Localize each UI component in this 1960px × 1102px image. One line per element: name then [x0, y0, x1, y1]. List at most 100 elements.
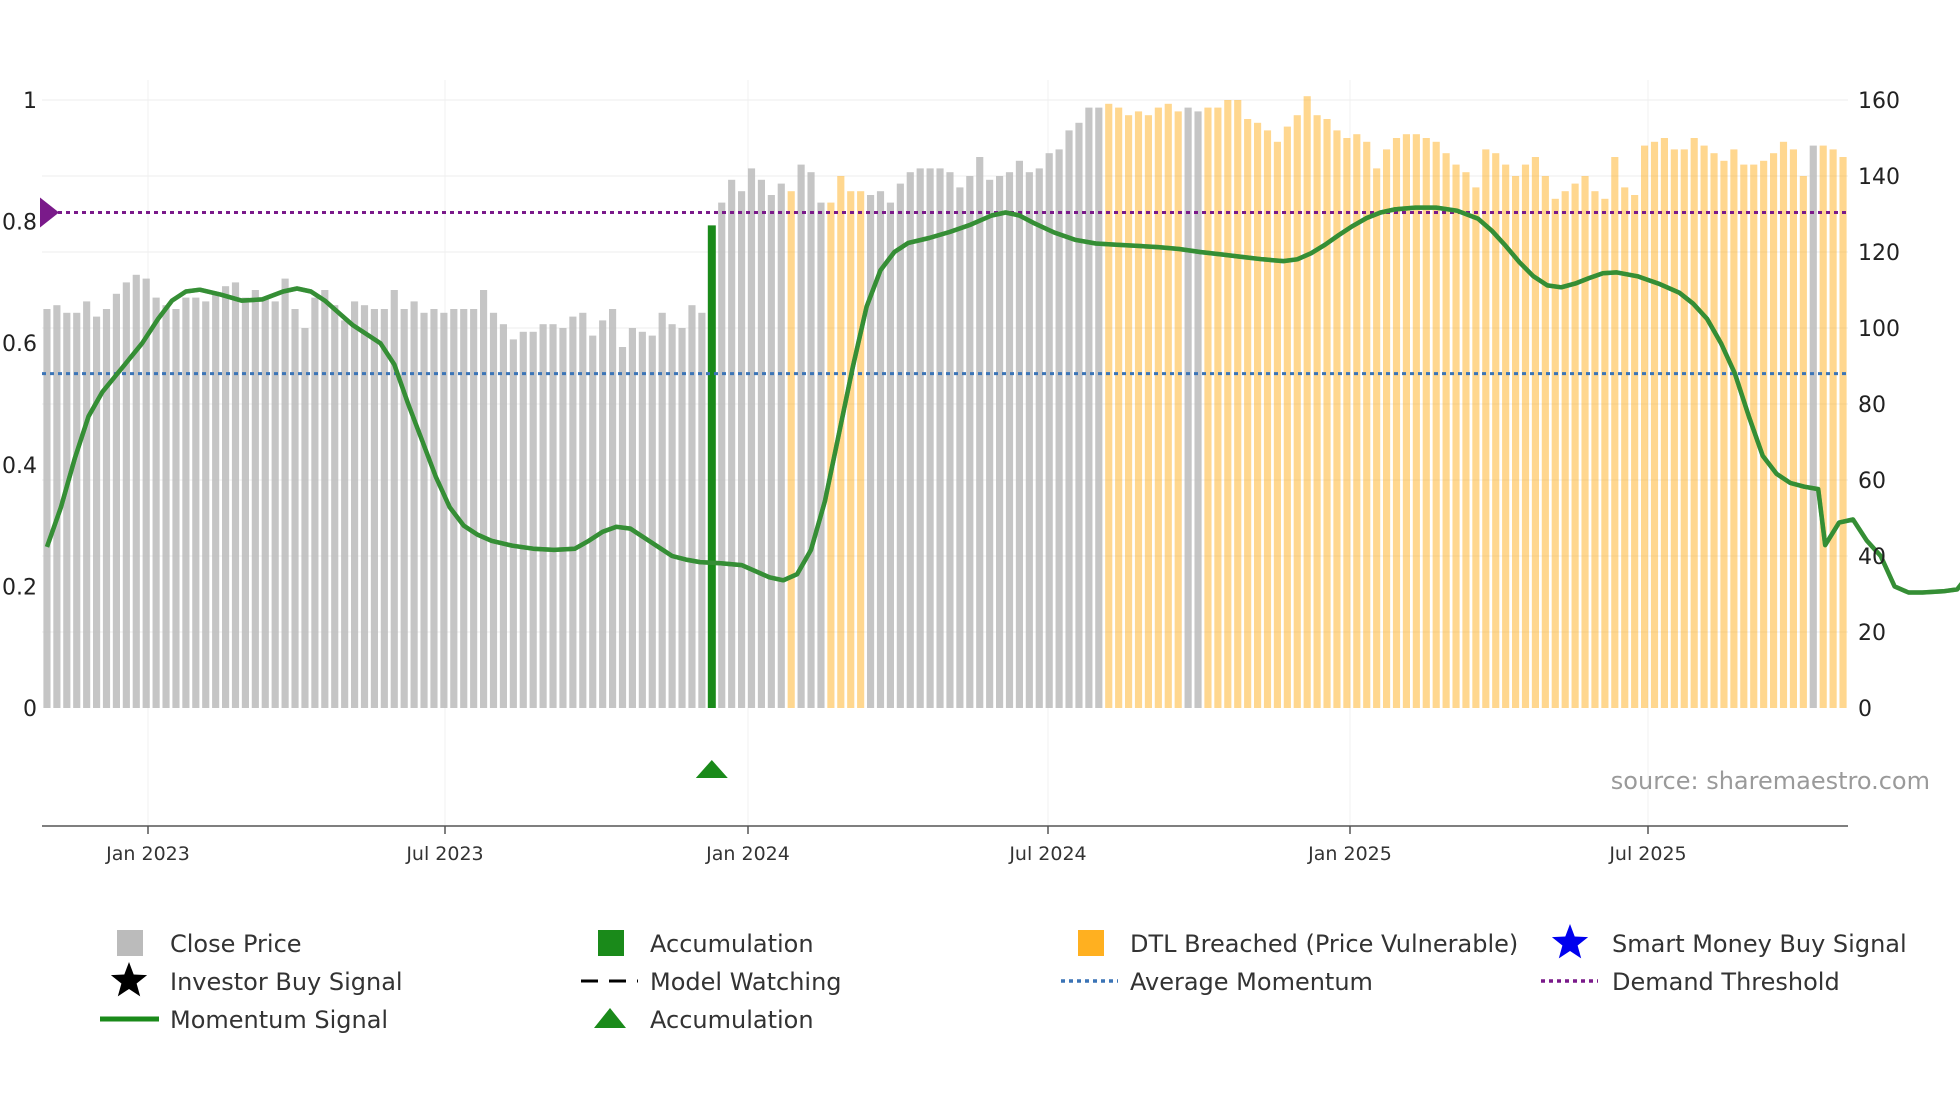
close-price-bar [996, 176, 1003, 708]
dtl-breached-bar [1730, 149, 1737, 708]
dtl-breached-bar [1691, 138, 1698, 708]
dtl-breached-bar [1314, 115, 1321, 708]
dtl-breached-bar [1542, 176, 1549, 708]
dtl-breached-bar [1155, 108, 1162, 708]
close-price-bar [768, 195, 775, 708]
close-price-bar [153, 298, 160, 708]
dtl-breached-bar [1224, 100, 1231, 708]
dtl-breached-bar [1800, 176, 1807, 708]
close-price-bar [1036, 168, 1043, 708]
close-price-bar [1810, 146, 1817, 708]
right-axis-tick: 60 [1858, 469, 1886, 494]
left-axis: 0 0.2 0.4 0.6 0.8 1 [2, 89, 37, 722]
dtl-breached-bar [1452, 165, 1459, 708]
close-price-bar [341, 320, 348, 708]
close-price-bar [321, 290, 328, 708]
close-price-bar [440, 313, 447, 708]
close-price-bar [659, 313, 666, 708]
dtl-breached-bar [1661, 138, 1668, 708]
dtl-breached-bar [1522, 165, 1529, 708]
dtl-breached-bar [1720, 161, 1727, 708]
right-axis-tick: 80 [1858, 393, 1886, 418]
close-price-bar [43, 309, 50, 708]
close-price-bar [301, 328, 308, 708]
close-price-bar [927, 168, 934, 708]
legend-label-accumulation: Accumulation [650, 930, 814, 958]
dtl-breached-bar [857, 191, 864, 708]
demand-threshold-marker [40, 197, 59, 227]
dtl-breached-bar [1591, 191, 1598, 708]
right-axis-tick: 140 [1858, 165, 1900, 190]
left-axis-tick: 0.4 [2, 454, 37, 479]
close-price-bar [907, 172, 914, 708]
dtl-breached-bar [1294, 115, 1301, 708]
dtl-breached-bar [1462, 172, 1469, 708]
legend-triangle-accumulation [594, 1008, 626, 1028]
close-price-bar [599, 320, 606, 708]
close-price-bar [1016, 161, 1023, 708]
dtl-breached-bar [1323, 119, 1330, 708]
dtl-breached-bar [1393, 138, 1400, 708]
close-price-bar [361, 305, 368, 708]
close-price-bar [430, 309, 437, 708]
close-price-bar [956, 187, 963, 708]
close-price-bar [559, 328, 566, 708]
dtl-breached-bar [1701, 146, 1708, 708]
x-axis-tick-label: Jul 2025 [1608, 843, 1686, 865]
dtl-breached-bar [1611, 157, 1618, 708]
dtl-breached-bar [788, 191, 795, 708]
dtl-breached-bar [1770, 153, 1777, 708]
close-price-bar [351, 301, 358, 708]
close-price-bar [817, 203, 824, 708]
dtl-breached-bar [1621, 187, 1628, 708]
close-price-bar [291, 309, 298, 708]
close-price-bar [936, 168, 943, 708]
close-price-bar [688, 305, 695, 708]
dtl-breached-bar [1472, 187, 1479, 708]
legend-swatch-dtl-breached-price-vulnerable [1078, 930, 1104, 956]
left-axis-tick: 0 [23, 697, 37, 722]
dtl-breached-bar [1572, 184, 1579, 708]
close-price-bar [639, 332, 646, 708]
dtl-breached-bar [1413, 134, 1420, 708]
close-price-bar [569, 317, 576, 708]
accumulation-bar [708, 225, 716, 708]
close-price-bar [272, 301, 279, 708]
dtl-breached-bar [1304, 96, 1311, 708]
dtl-breached-bar [1681, 149, 1688, 708]
legend-label-investor-buy-signal: Investor Buy Signal [170, 968, 403, 996]
close-price-bar [182, 298, 189, 708]
dtl-breached-bar [1264, 130, 1271, 708]
dtl-breached-bar [1204, 108, 1211, 708]
close-price-bar [798, 165, 805, 708]
close-price-bar [391, 290, 398, 708]
dtl-breached-bar [1234, 100, 1241, 708]
close-price-bar [252, 290, 259, 708]
left-axis-tick: 1 [23, 89, 37, 114]
dtl-breached-bar [1363, 142, 1370, 708]
dtl-breached-bar [1125, 115, 1132, 708]
close-price-bar [123, 282, 130, 708]
close-price-bar [520, 332, 527, 708]
right-axis-tick: 120 [1858, 241, 1900, 266]
close-price-bar [1194, 111, 1201, 708]
close-price-bar [669, 324, 676, 708]
legend-label-smart-money-buy-signal: Smart Money Buy Signal [1612, 930, 1907, 958]
momentum-chart: 00.20.40.60.81 020406080100120140160 Jan… [0, 0, 1960, 1102]
legend-label-momentum-signal: Momentum Signal [170, 1006, 388, 1034]
close-price-bar [579, 313, 586, 708]
left-axis-tick: 0.6 [2, 332, 37, 357]
close-price-bar [282, 279, 289, 708]
legend: Close Price Accumulation DTL Breached (Pri… [100, 924, 1907, 1034]
legend-swatch-close-price [117, 930, 143, 956]
close-price-bar [649, 336, 656, 708]
close-price-bar [381, 309, 388, 708]
close-price-bar [917, 168, 924, 708]
close-price-bar [698, 313, 705, 708]
legend-label-average-momentum: Average Momentum [1130, 968, 1373, 996]
dtl-breached-bar [1333, 130, 1340, 708]
close-price-bar [460, 309, 467, 708]
dtl-breached-bar [1343, 138, 1350, 708]
close-price-bar [1095, 108, 1102, 708]
x-axis-tick-label: Jul 2023 [405, 843, 483, 865]
